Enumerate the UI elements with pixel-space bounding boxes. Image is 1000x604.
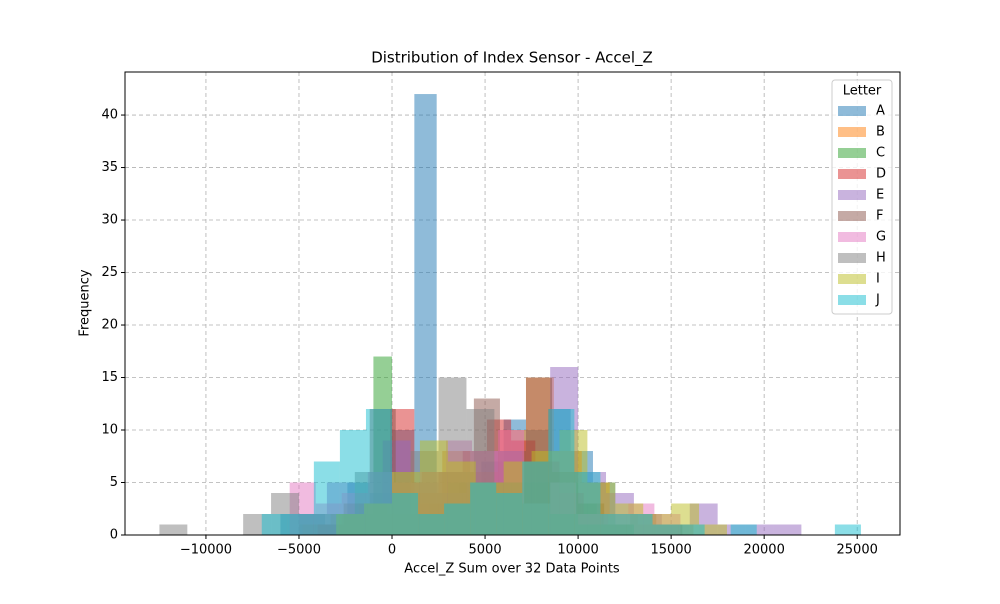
- bar: [470, 482, 497, 535]
- bar: [834, 524, 861, 535]
- legend-title: Letter: [843, 84, 882, 99]
- bar: [600, 514, 627, 535]
- bar: [496, 493, 523, 535]
- y-tick-label: 5: [110, 475, 118, 490]
- x-tick-label: 10000: [557, 543, 598, 558]
- y-tick-label: 40: [101, 108, 118, 123]
- legend-label: J: [875, 293, 880, 308]
- legend-label: F: [876, 209, 883, 224]
- bar: [678, 524, 705, 535]
- bar: [392, 493, 419, 535]
- y-tick-label: 35: [101, 160, 118, 175]
- x-tick-label: −5000: [277, 543, 321, 558]
- legend-label: D: [876, 167, 886, 182]
- legend-label: G: [876, 230, 886, 245]
- legend-swatch: [838, 106, 866, 116]
- legend-swatch: [838, 274, 866, 284]
- legend-label: C: [876, 146, 885, 161]
- legend-label: E: [876, 188, 884, 203]
- bar: [261, 514, 288, 535]
- bar: [652, 524, 679, 535]
- x-axis-label: Accel_Z Sum over 32 Data Points: [404, 562, 620, 577]
- y-tick-label: 25: [101, 265, 118, 280]
- y-tick-label: 20: [101, 318, 118, 333]
- bar: [522, 461, 549, 535]
- y-tick-label: 10: [101, 423, 118, 438]
- bar: [365, 409, 393, 535]
- x-tick-label: 25000: [837, 543, 878, 558]
- legend-swatch: [838, 190, 866, 200]
- bar: [287, 514, 314, 535]
- bar: [745, 524, 774, 535]
- x-tick-label: −10000: [180, 543, 232, 558]
- y-tick-label: 0: [110, 528, 118, 543]
- bar: [699, 524, 727, 535]
- legend-swatch: [838, 232, 866, 242]
- bar: [159, 524, 188, 535]
- bar: [548, 409, 575, 535]
- bar: [773, 524, 802, 535]
- plot-frame: [124, 71, 901, 536]
- legend-swatch: [838, 169, 866, 179]
- bar: [418, 514, 445, 535]
- bar: [444, 503, 471, 535]
- y-tick-label: 15: [101, 370, 118, 385]
- bar: [339, 430, 366, 535]
- legend-swatch: [838, 211, 866, 221]
- legend-swatch: [838, 148, 866, 158]
- bar: [313, 461, 340, 535]
- legend-label: A: [876, 104, 885, 119]
- legend-label: H: [876, 251, 886, 266]
- bar: [730, 524, 757, 535]
- bar: [414, 94, 437, 536]
- legend-swatch: [838, 127, 866, 137]
- legend-swatch: [838, 253, 866, 263]
- bar: [626, 514, 653, 535]
- x-tick-label: 0: [388, 543, 396, 558]
- legend-swatch: [838, 295, 866, 305]
- legend-label: B: [876, 125, 885, 140]
- x-tick-label: 20000: [743, 543, 784, 558]
- y-axis-label: Frequency: [78, 269, 93, 336]
- x-tick-label: 5000: [469, 543, 502, 558]
- legend-label: I: [876, 272, 880, 287]
- bar: [574, 472, 601, 535]
- x-tick-label: 15000: [650, 543, 691, 558]
- chart-title: Distribution of Index Sensor - Accel_Z: [371, 49, 653, 68]
- y-tick-label: 30: [101, 213, 118, 228]
